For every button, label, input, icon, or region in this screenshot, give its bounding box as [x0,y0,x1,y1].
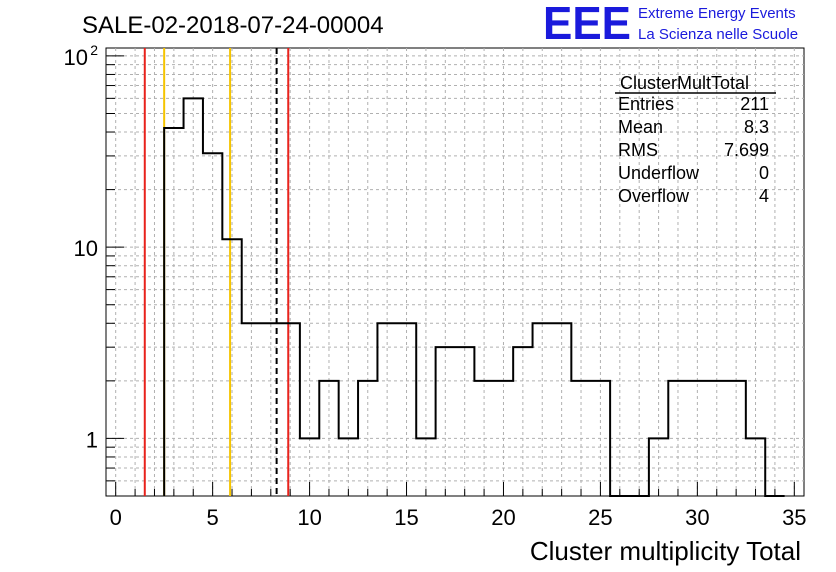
x-tick-label-5: 5 [207,505,219,530]
x-tick-label-20: 20 [491,505,515,530]
stats-label-entries: Entries [618,94,674,114]
stats-value-mean: 8.3 [744,117,769,137]
logo-mark: EEE [543,0,631,49]
y-tick-label-100: 10 [64,45,88,70]
marker-lines [143,48,290,496]
stats-label-underflow: Underflow [618,163,700,183]
stats-value-entries: 211 [740,94,769,114]
y-tick-label-exponent: 2 [90,42,98,58]
chart-title: SALE-02-2018-07-24-00004 [82,12,384,39]
x-tick-label-15: 15 [394,505,418,530]
x-tick-label-25: 25 [588,505,612,530]
stats-box: ClusterMultTotal Entries 211 Mean 8.3 RMS 7.6… [615,73,776,206]
stats-label-rms: RMS [618,140,658,160]
x-tick-label-35: 35 [782,505,806,530]
stats-value-overflow: 4 [759,186,769,206]
x-axis-label: Cluster multiplicity Total [530,536,801,566]
plot-frame [105,47,805,497]
stats-value-underflow: 0 [759,163,769,183]
x-tick-label-0: 0 [110,505,122,530]
histogram-outline [163,97,785,497]
stats-title: ClusterMultTotal [620,73,749,93]
stats-label-overflow: Overflow [618,186,690,206]
eee-logo: EEE Extreme Energy Events La Scienza nel… [543,0,798,49]
logo-line-1: Extreme Energy Events [638,5,796,22]
logo-line-2: La Scienza nelle Scuole [638,26,798,43]
stats-label-mean: Mean [618,117,663,137]
stats-value-rms: 7.699 [724,140,769,160]
x-tick-label-30: 30 [685,505,709,530]
y-tick-label-10: 10 [74,236,98,261]
x-tick-label-10: 10 [297,505,321,530]
grid [106,48,804,496]
y-tick-label-1: 1 [86,427,98,452]
